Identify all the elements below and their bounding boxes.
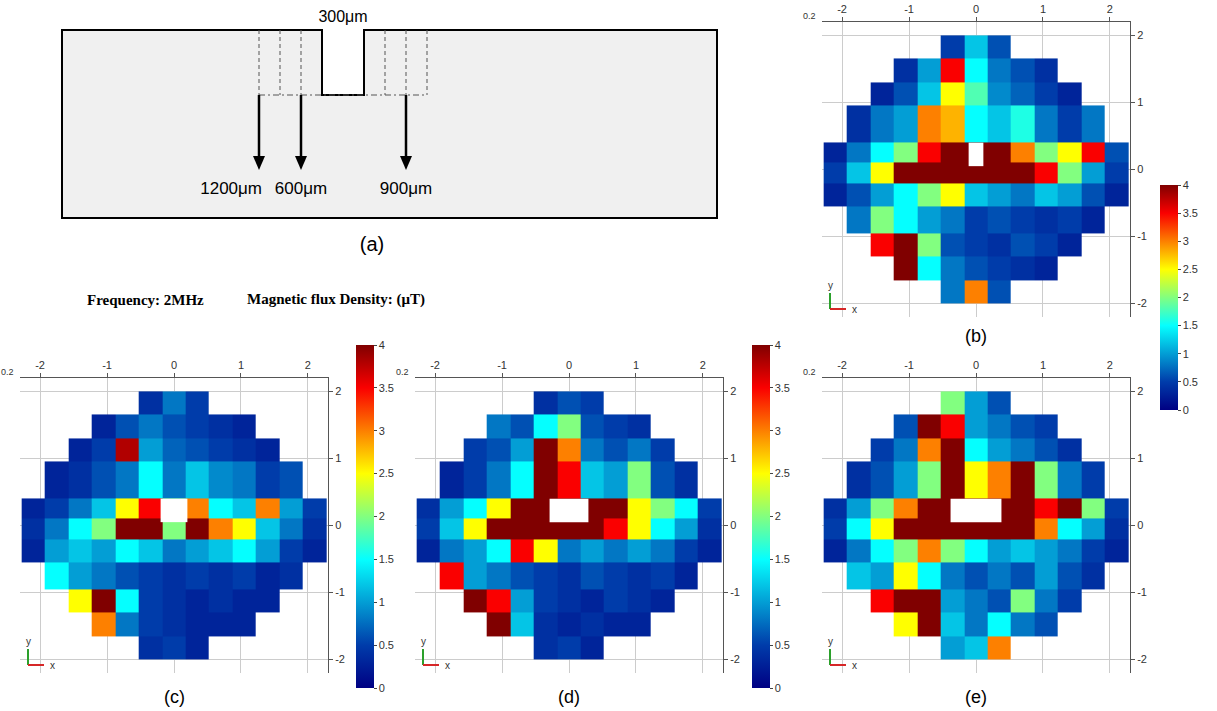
- svg-text:3.5: 3.5: [1183, 207, 1198, 219]
- svg-text:(a): (a): [360, 233, 384, 255]
- svg-text:3: 3: [775, 425, 781, 437]
- svg-text:(c): (c): [164, 687, 185, 707]
- svg-text:-2: -2: [837, 3, 847, 15]
- svg-text:1: 1: [1137, 452, 1143, 464]
- svg-text:2.5: 2.5: [379, 467, 394, 479]
- svg-text:0: 0: [1137, 519, 1143, 531]
- svg-text:Magnetic flux Density: (μT): Magnetic flux Density: (μT): [247, 291, 425, 308]
- svg-text:2: 2: [1137, 29, 1143, 41]
- svg-text:-1: -1: [1137, 586, 1147, 598]
- svg-text:0: 0: [973, 359, 979, 371]
- svg-text:1: 1: [1040, 359, 1046, 371]
- svg-text:1: 1: [730, 452, 736, 464]
- svg-text:600μm: 600μm: [275, 179, 327, 198]
- svg-text:0.5: 0.5: [379, 639, 394, 651]
- svg-text:1: 1: [1183, 348, 1189, 360]
- svg-text:y: y: [828, 636, 833, 647]
- svg-text:-2: -2: [837, 359, 847, 371]
- svg-text:0.2: 0.2: [803, 367, 816, 377]
- svg-text:x: x: [852, 660, 857, 671]
- svg-text:-1: -1: [730, 586, 740, 598]
- svg-text:1: 1: [379, 596, 385, 608]
- svg-text:1: 1: [335, 452, 341, 464]
- svg-text:0: 0: [1183, 404, 1189, 416]
- svg-text:0: 0: [1137, 163, 1143, 175]
- svg-text:1.5: 1.5: [379, 553, 394, 565]
- svg-text:0: 0: [171, 359, 177, 371]
- svg-text:y: y: [828, 280, 833, 291]
- svg-text:2: 2: [1137, 385, 1143, 397]
- svg-text:4: 4: [379, 339, 385, 351]
- svg-text:1: 1: [633, 359, 639, 371]
- svg-text:x: x: [445, 660, 450, 671]
- svg-text:2: 2: [700, 359, 706, 371]
- svg-text:(d): (d): [558, 687, 580, 707]
- svg-text:0: 0: [335, 519, 341, 531]
- svg-text:1: 1: [238, 359, 244, 371]
- svg-text:0: 0: [973, 3, 979, 15]
- svg-text:0.2: 0.2: [396, 367, 409, 377]
- svg-text:1200μm: 1200μm: [200, 179, 262, 198]
- svg-text:0.5: 0.5: [1183, 376, 1198, 388]
- svg-text:0: 0: [379, 682, 385, 694]
- svg-text:1.5: 1.5: [1183, 319, 1198, 331]
- svg-text:1: 1: [1040, 3, 1046, 15]
- svg-text:2: 2: [730, 385, 736, 397]
- svg-text:Frequency: 2MHz: Frequency: 2MHz: [87, 292, 204, 308]
- svg-text:3.5: 3.5: [379, 382, 394, 394]
- svg-text:-2: -2: [430, 359, 440, 371]
- svg-text:300μm: 300μm: [318, 8, 367, 25]
- svg-text:0.2: 0.2: [803, 11, 816, 21]
- svg-text:2: 2: [1183, 291, 1189, 303]
- svg-text:0.5: 0.5: [775, 639, 790, 651]
- svg-text:0: 0: [730, 519, 736, 531]
- svg-text:3: 3: [1183, 235, 1189, 247]
- svg-text:-1: -1: [1137, 230, 1147, 242]
- svg-text:2: 2: [379, 510, 385, 522]
- svg-text:-1: -1: [904, 3, 914, 15]
- svg-text:1: 1: [1137, 96, 1143, 108]
- svg-text:3: 3: [379, 425, 385, 437]
- svg-text:2.5: 2.5: [1183, 263, 1198, 275]
- svg-text:-2: -2: [35, 359, 45, 371]
- svg-text:-2: -2: [1137, 297, 1147, 309]
- svg-text:-2: -2: [1137, 653, 1147, 665]
- svg-text:0.2: 0.2: [1, 367, 14, 377]
- svg-text:2: 2: [335, 385, 341, 397]
- svg-text:2: 2: [775, 510, 781, 522]
- svg-text:(b): (b): [965, 326, 987, 346]
- svg-text:2: 2: [305, 359, 311, 371]
- svg-text:y: y: [421, 636, 426, 647]
- svg-text:(e): (e): [965, 687, 987, 707]
- svg-text:y: y: [26, 636, 31, 647]
- svg-text:1.5: 1.5: [775, 553, 790, 565]
- svg-text:x: x: [852, 304, 857, 315]
- svg-text:-2: -2: [730, 653, 740, 665]
- svg-text:4: 4: [775, 339, 781, 351]
- svg-text:x: x: [50, 660, 55, 671]
- svg-text:-1: -1: [904, 359, 914, 371]
- svg-text:-1: -1: [102, 359, 112, 371]
- svg-text:3.5: 3.5: [775, 382, 790, 394]
- svg-text:0: 0: [775, 682, 781, 694]
- svg-text:-1: -1: [335, 586, 345, 598]
- svg-text:1: 1: [775, 596, 781, 608]
- svg-text:-1: -1: [497, 359, 507, 371]
- svg-text:4: 4: [1183, 179, 1189, 191]
- svg-text:900μm: 900μm: [380, 179, 432, 198]
- svg-text:-2: -2: [335, 653, 345, 665]
- svg-text:2: 2: [1107, 3, 1113, 15]
- svg-text:2: 2: [1107, 359, 1113, 371]
- svg-text:0: 0: [566, 359, 572, 371]
- svg-text:2.5: 2.5: [775, 467, 790, 479]
